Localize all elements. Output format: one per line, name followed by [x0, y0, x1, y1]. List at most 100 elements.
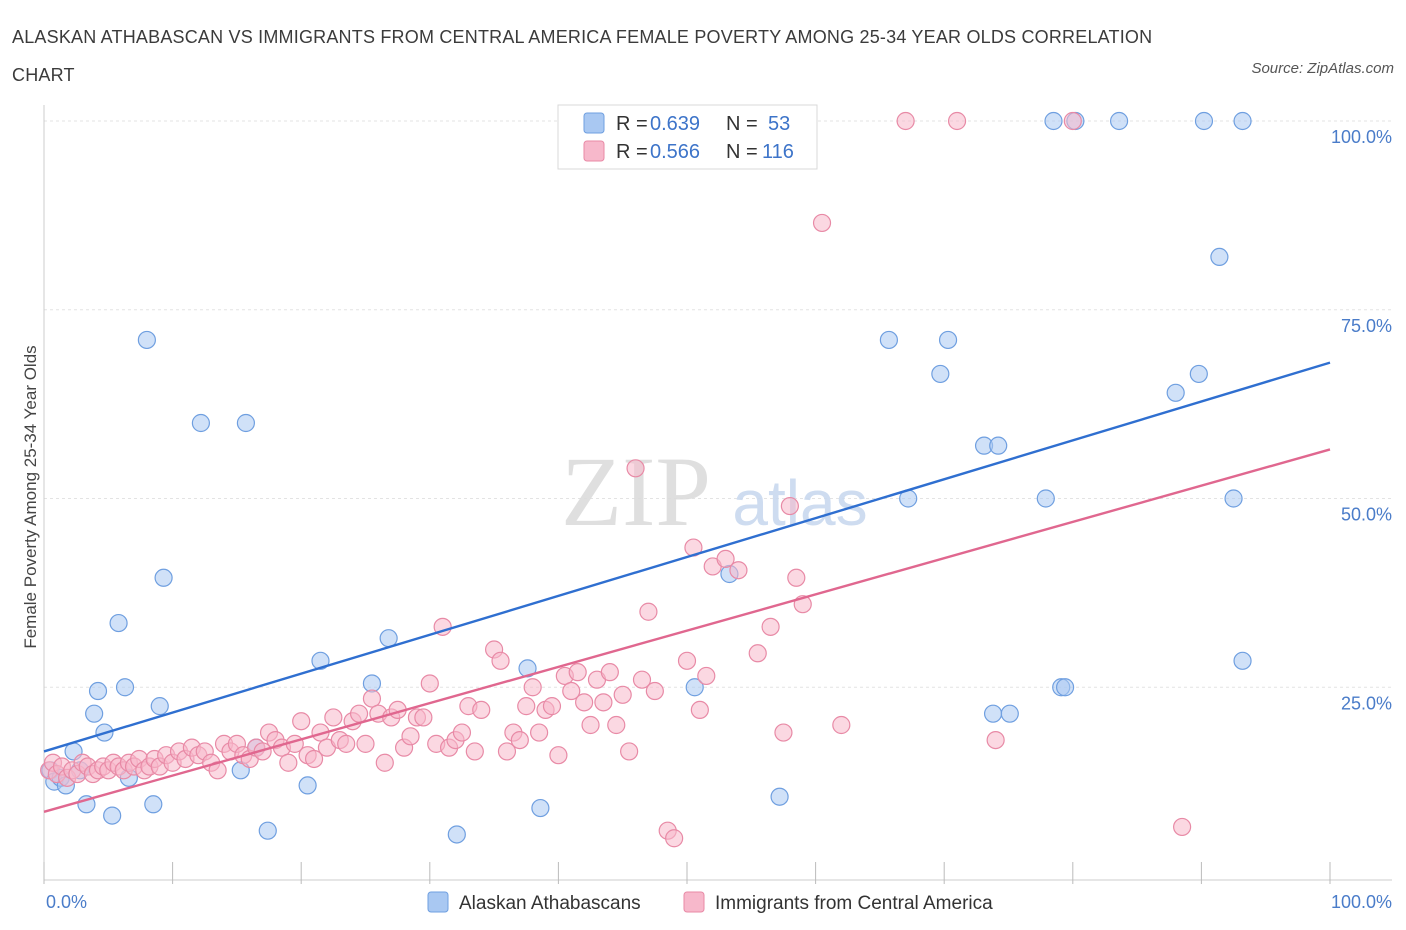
point-series1-53: [349, 704, 369, 723]
data-points: [40, 111, 1252, 848]
point-series0-52: [1233, 651, 1252, 670]
point-series0-23: [298, 776, 317, 795]
point-series1-101: [677, 651, 697, 670]
point-series0-12: [115, 678, 135, 697]
point-series0-43: [1055, 678, 1075, 697]
point-series1-100: [665, 829, 684, 848]
point-series0-10: [103, 806, 122, 825]
point-series1-44: [292, 712, 311, 731]
point-series1-95: [626, 459, 645, 478]
point-series1-114: [812, 213, 832, 233]
y-tick-label-1: 50.0%: [1341, 505, 1392, 525]
y-tick-label-0: 25.0%: [1341, 693, 1392, 713]
point-series0-29: [531, 798, 550, 818]
point-series1-88: [581, 715, 600, 735]
legend-box: R = 0.639 N = 53 R = 0.566 N = 116: [557, 104, 818, 170]
point-series0-51: [1224, 489, 1243, 508]
watermark-atlas: atlas: [732, 467, 867, 539]
point-series1-104: [697, 666, 716, 686]
point-series1-97: [639, 602, 658, 621]
point-series1-85: [562, 681, 581, 701]
point-series1-71: [465, 742, 484, 761]
legend-n-label-2: N =: [726, 141, 758, 163]
legend-swatch-athabascan: [583, 112, 605, 134]
point-series0-47: [1166, 383, 1185, 402]
point-series1-92: [607, 715, 626, 735]
trend-line-series0: [43, 361, 1331, 753]
point-series1-69: [452, 723, 472, 742]
point-series0-8: [88, 681, 108, 701]
trend-line-series1: [43, 448, 1331, 813]
point-series1-93: [613, 685, 632, 704]
point-series1-63: [414, 708, 433, 727]
point-series0-14: [137, 330, 156, 350]
point-series1-98: [645, 681, 664, 701]
point-series0-32: [770, 787, 789, 806]
point-series1-75: [497, 742, 517, 761]
point-series0-17: [154, 568, 173, 587]
point-series1-110: [774, 723, 793, 742]
point-series1-49: [324, 708, 343, 727]
point-series1-86: [568, 663, 587, 682]
point-series1-107: [729, 561, 748, 580]
point-series0-46: [1109, 111, 1129, 131]
point-series0-49: [1194, 111, 1214, 131]
point-series0-15: [144, 795, 163, 814]
point-series1-115: [832, 715, 851, 735]
point-series1-87: [575, 693, 594, 712]
point-series1-91: [600, 663, 619, 682]
point-series1-94: [620, 742, 639, 761]
point-series0-50: [1210, 247, 1229, 266]
point-series0-41: [1036, 489, 1055, 508]
point-series1-61: [401, 727, 420, 746]
watermark: ZIP atlas: [561, 436, 868, 547]
bottom-legend-athabascan: Alaskan Athabascans: [459, 893, 641, 914]
point-series1-77: [510, 730, 529, 750]
point-series1-42: [279, 753, 298, 772]
point-series1-118: [986, 730, 1005, 750]
point-series0-40: [1000, 704, 1019, 723]
point-series1-116: [896, 111, 915, 131]
point-series1-72: [472, 700, 491, 720]
point-series0-33: [879, 330, 899, 350]
point-series0-36: [938, 330, 958, 350]
point-series1-80: [530, 723, 549, 742]
legend-n-value-1: 53: [768, 113, 790, 135]
point-series1-108: [748, 644, 767, 663]
point-series0-48: [1189, 364, 1208, 384]
point-series1-117: [947, 111, 967, 131]
point-series0-25: [362, 674, 382, 693]
point-series1-55: [362, 689, 382, 708]
point-series1-74: [491, 651, 510, 670]
chart-source: Source: ZipAtlas.com: [1251, 60, 1394, 77]
point-series0-24: [311, 651, 330, 670]
point-series1-64: [420, 674, 439, 693]
point-series0-38: [989, 436, 1008, 455]
legend-r-value-1: 0.639: [650, 113, 700, 135]
point-series1-83: [549, 746, 568, 765]
point-series1-54: [356, 734, 375, 753]
legend-r-label-1: R =: [616, 113, 648, 135]
x-tick-label-1: 100.0%: [1331, 892, 1392, 912]
point-series0-30: [685, 678, 704, 697]
point-series0-18: [191, 413, 210, 433]
watermark-zip: ZIP: [561, 436, 711, 547]
point-series0-20: [236, 413, 256, 433]
legend-r-value-2: 0.566: [650, 141, 700, 163]
point-series0-22: [258, 821, 277, 840]
legend-swatch-central-america: [583, 140, 605, 162]
x-tick-label-0: 0.0%: [46, 892, 87, 912]
point-series0-39: [983, 704, 1003, 723]
point-series1-111: [787, 568, 806, 587]
point-series1-90: [594, 693, 613, 712]
point-series1-96: [632, 670, 652, 689]
y-axis-label: Female Poverty Among 25-34 Year Olds: [21, 345, 40, 648]
point-series0-16: [150, 697, 169, 716]
bottom-legend: Alaskan Athabascans Immigrants from Cent…: [427, 891, 993, 914]
point-series0-26: [379, 629, 398, 648]
point-series1-119: [1063, 111, 1082, 131]
point-series0-44: [1044, 111, 1063, 131]
bottom-legend-swatch-athabascan: [427, 891, 449, 913]
legend-n-value-2: 116: [762, 141, 794, 163]
